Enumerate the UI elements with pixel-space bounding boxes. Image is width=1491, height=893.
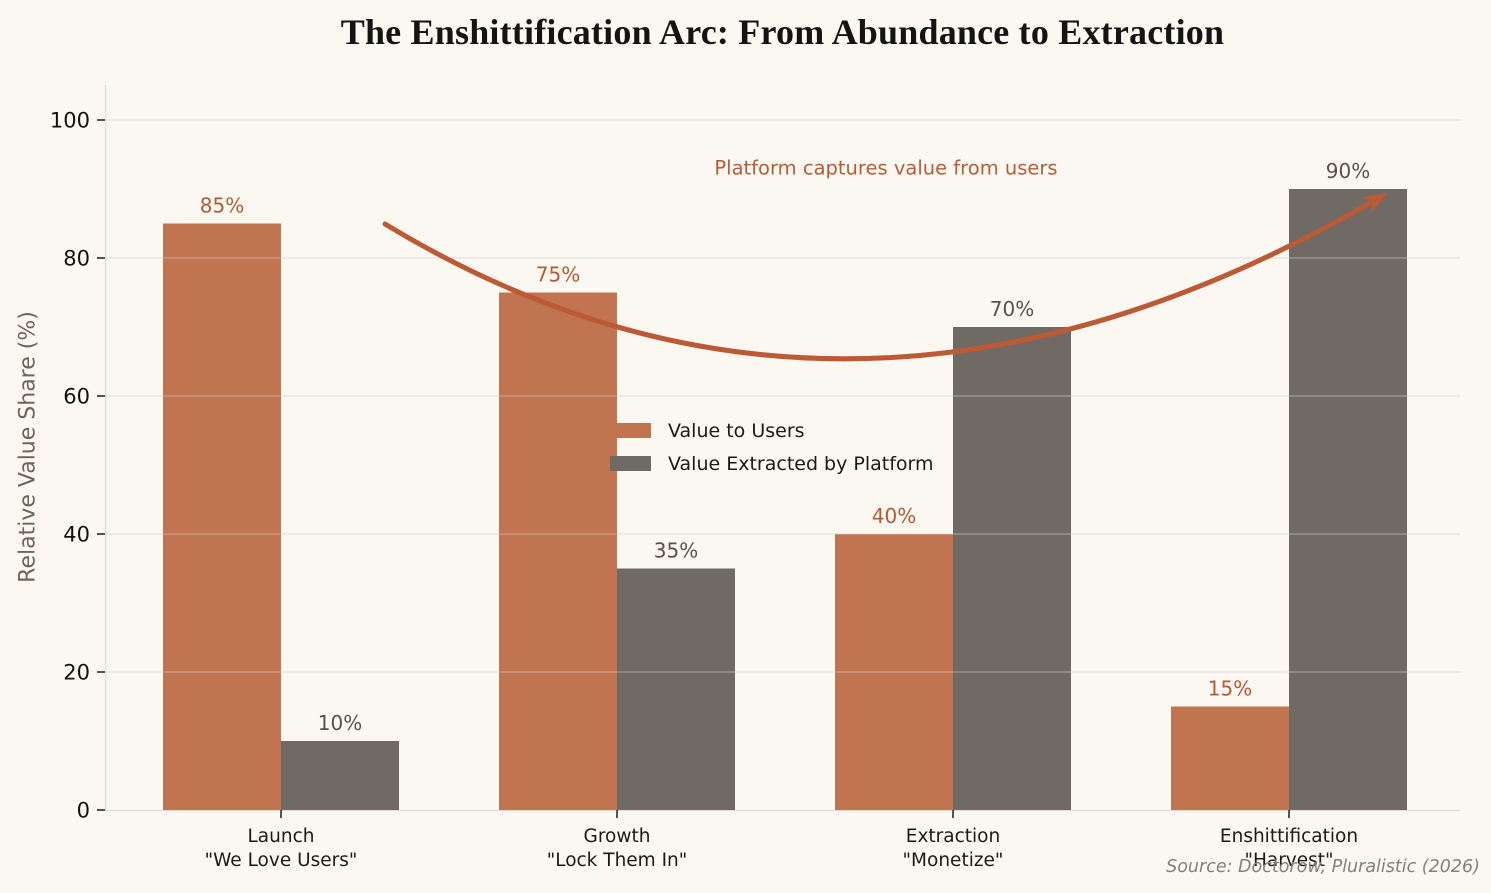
- x-category-stage-launch: Launch: [248, 826, 315, 847]
- bar-value-label-extraction-1: 70%: [990, 297, 1034, 321]
- bar-value-extracted-growth: [617, 568, 735, 810]
- x-category-stage-growth: Growth: [584, 826, 651, 847]
- y-tick-label-60: 60: [63, 385, 90, 409]
- legend-label-value-to-users: Value to Users: [668, 419, 805, 442]
- legend-item-value-extracted: Value Extracted by Platform: [610, 447, 934, 480]
- bar-value-label-extraction-0: 40%: [872, 504, 916, 528]
- y-tick-label-20: 20: [63, 661, 90, 685]
- bar-value-label-launch-0: 85%: [200, 194, 244, 218]
- bar-value-to-users-enshittification: [1171, 706, 1289, 810]
- legend-label-value-extracted: Value Extracted by Platform: [668, 452, 934, 475]
- chart-legend: Value to Users Value Extracted by Platfo…: [610, 414, 934, 480]
- bar-value-to-users-launch: [163, 223, 281, 810]
- bar-value-label-enshittification-0: 15%: [1208, 677, 1252, 701]
- source-note: Source: Doctorow, Pluralistic (2026): [1166, 857, 1480, 877]
- bar-value-extracted-extraction: [953, 327, 1071, 810]
- chart-title: The Enshittification Arc: From Abundance…: [340, 12, 1225, 52]
- bar-value-label-launch-1: 10%: [318, 711, 362, 735]
- bar-value-extracted-launch: [281, 741, 399, 810]
- y-tick-label-80: 80: [63, 247, 90, 271]
- y-tick-label-0: 0: [77, 799, 90, 823]
- bar-value-to-users-growth: [499, 292, 617, 810]
- x-category-stage-extraction: Extraction: [906, 826, 1000, 847]
- x-category-tagline-growth: "Lock Them In": [547, 850, 688, 871]
- x-category-tagline-enshittification: "Harvest": [1244, 850, 1333, 871]
- annotation-platform-captures-value: Platform captures value from users: [714, 156, 1058, 180]
- legend-swatch-value-extracted: [610, 456, 651, 471]
- x-category-tagline-extraction: "Monetize": [903, 850, 1004, 871]
- annotation-arrow: [382, 192, 1388, 362]
- bar-value-label-growth-0: 75%: [536, 263, 580, 287]
- x-category-stage-enshittification: Enshittification: [1220, 826, 1358, 847]
- bar-value-extracted-enshittification: [1289, 189, 1407, 810]
- x-category-tagline-launch: "We Love Users": [205, 850, 358, 871]
- legend-item-value-to-users: Value to Users: [610, 414, 934, 447]
- bar-value-label-growth-1: 35%: [654, 539, 698, 563]
- y-tick-label-100: 100: [50, 109, 90, 133]
- bar-value-label-enshittification-1: 90%: [1326, 159, 1370, 183]
- legend-swatch-value-to-users: [610, 423, 651, 438]
- y-tick-label-40: 40: [63, 523, 90, 547]
